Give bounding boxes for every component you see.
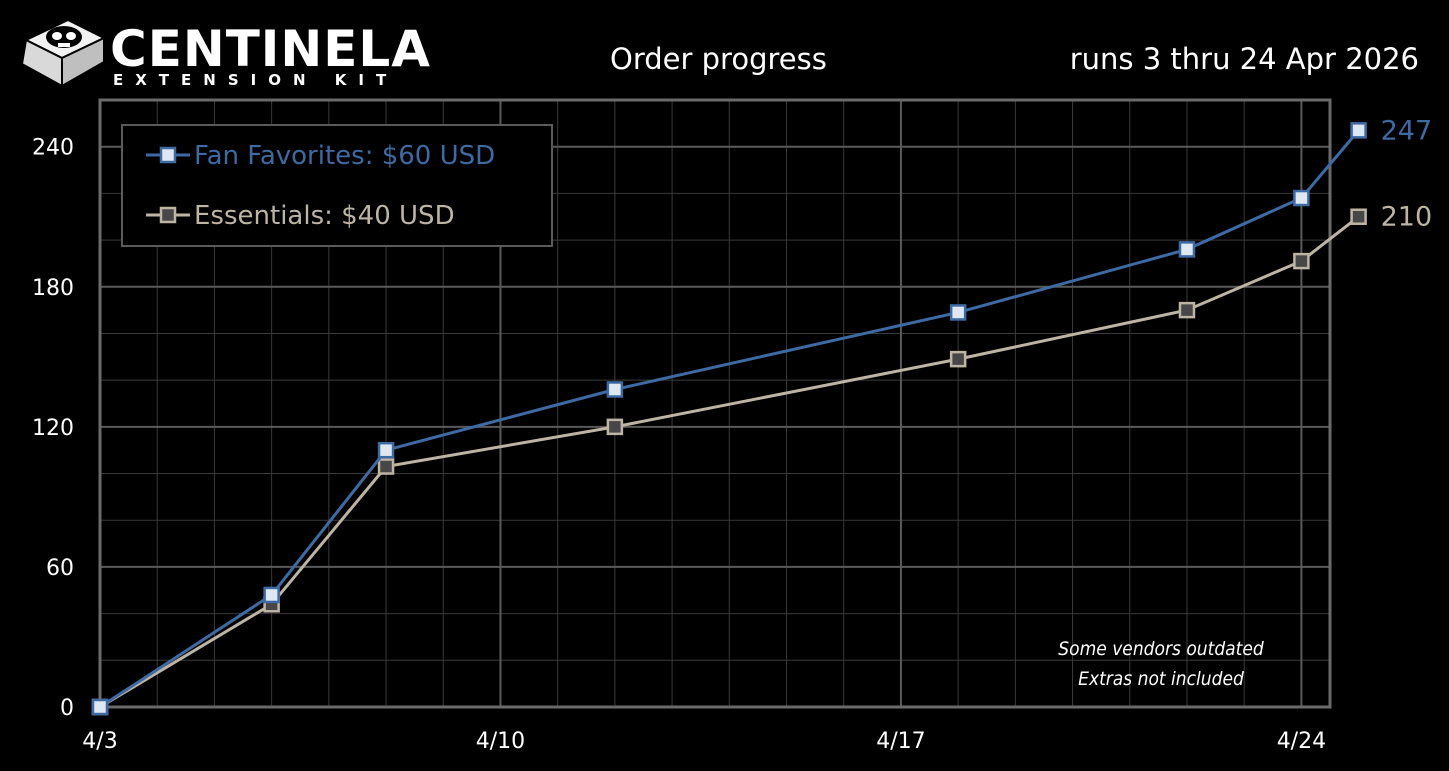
series-end-label: 210 xyxy=(1381,202,1433,233)
series-layer: 210 247 xyxy=(91,115,1433,716)
legend-entry: Essentials: $40 USD xyxy=(194,201,455,231)
data-point xyxy=(1178,301,1196,319)
series-fan-favorites: 247 xyxy=(91,115,1433,716)
y-tick-label: 120 xyxy=(32,416,74,441)
data-point xyxy=(606,418,624,436)
data-point xyxy=(377,458,395,475)
legend-swatch-marker xyxy=(159,146,177,164)
logo-tagline: EXTENSION KIT xyxy=(113,71,399,89)
chart-title: Order progress xyxy=(610,42,827,76)
plot-frame xyxy=(98,98,1332,709)
legend-swatch-marker xyxy=(159,206,177,224)
x-tick-label: 4/3 xyxy=(82,729,117,754)
y-tick-label: 240 xyxy=(32,136,74,161)
y-tick-label: 0 xyxy=(60,696,74,721)
chart-subtitle: runs 3 thru 24 Apr 2026 xyxy=(1069,42,1419,76)
x-tick-label: 4/17 xyxy=(876,729,925,754)
data-point xyxy=(949,304,967,321)
data-point xyxy=(1293,189,1310,207)
logo: CENTINELA EXTENSION KIT xyxy=(18,10,430,95)
data-point xyxy=(263,586,280,604)
y-tick-label: 60 xyxy=(46,556,74,581)
x-axis-ticks: 4/3 4/10 4/17 4/24 xyxy=(82,729,1326,754)
skull-keycap-icon xyxy=(20,18,107,88)
data-point xyxy=(91,698,109,716)
y-tick-label: 180 xyxy=(32,276,74,301)
data-point xyxy=(377,441,395,459)
data-point xyxy=(1178,241,1196,258)
legend-entry: Fan Favorites: $60 USD xyxy=(194,141,495,171)
annotation-text: Some vendors outdated xyxy=(1058,638,1264,660)
series-essentials: 210 xyxy=(91,202,1433,716)
x-tick-label: 4/24 xyxy=(1277,729,1326,754)
data-point xyxy=(1350,122,1367,139)
series-line xyxy=(99,215,1360,709)
legend-box xyxy=(121,124,553,247)
series-end-label: 247 xyxy=(1381,115,1433,146)
y-axis-ticks: 0 60 120 180 240 xyxy=(32,136,74,721)
chart-notes: Some vendors outdated Extras not included xyxy=(1058,638,1264,690)
data-point xyxy=(1293,252,1310,270)
legend: Fan Favorites: $60 USD Essentials: $40 US… xyxy=(121,124,553,247)
annotation-text: Extras not included xyxy=(1078,668,1244,690)
logo-brand: CENTINELA xyxy=(110,20,431,78)
series-line xyxy=(99,129,1360,709)
data-point xyxy=(1350,208,1367,225)
data-point xyxy=(606,381,624,398)
x-tick-label: 4/10 xyxy=(476,729,525,754)
data-point xyxy=(949,350,967,368)
